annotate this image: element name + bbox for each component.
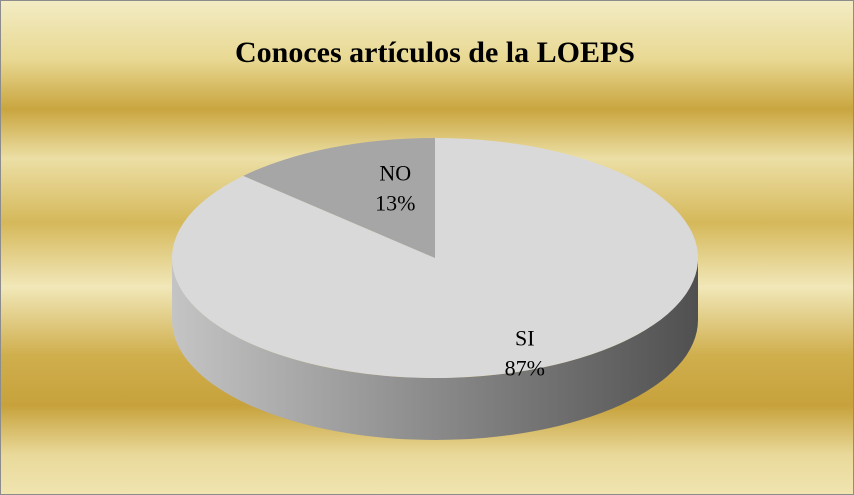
slice-value-label: 87% [505, 356, 545, 381]
slice-value-label: 13% [375, 190, 415, 215]
slice-category-label: NO [379, 160, 411, 185]
slice [243, 138, 435, 258]
chart-title: Conoces artículos de la LOEPS [235, 36, 635, 69]
slice-side [172, 258, 698, 440]
slice-category-label: SI [515, 326, 535, 351]
